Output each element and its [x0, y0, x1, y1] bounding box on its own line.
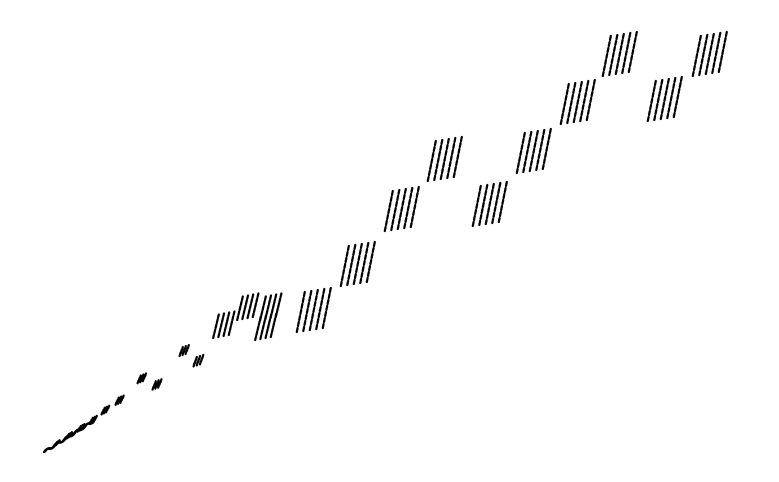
fractal-point-cloud: [42, 30, 728, 454]
